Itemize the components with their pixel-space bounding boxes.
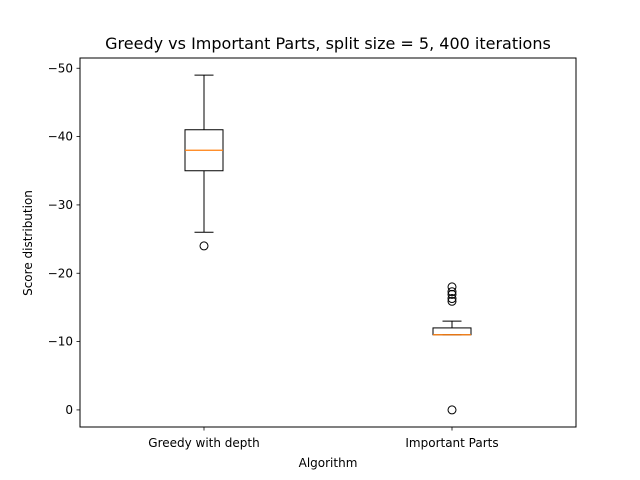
plot-area: −50 −40 −30 −20 −10 0 Greedy with depth Importa… xyxy=(48,61,499,450)
y-tick-label: −10 xyxy=(48,335,73,349)
y-tick-label: −20 xyxy=(48,266,73,280)
x-tick-label: Greedy with depth xyxy=(148,436,259,450)
y-tick-label: −50 xyxy=(48,61,73,75)
x-tick-label: Important Parts xyxy=(405,436,498,450)
outlier-point xyxy=(447,287,457,297)
axes-frame xyxy=(79,57,577,428)
chart-title: Greedy vs Important Parts, split size = … xyxy=(105,34,551,53)
outlier-point xyxy=(447,296,457,306)
y-axis-label: Score distribution xyxy=(21,190,35,296)
outlier-point xyxy=(447,294,457,304)
y-tick-label: −30 xyxy=(48,198,73,212)
y-tick-label: −40 xyxy=(48,130,73,144)
y-tick-label: 0 xyxy=(65,403,73,417)
outlier-point xyxy=(447,405,457,415)
outlier-point xyxy=(199,241,209,251)
outlier-point xyxy=(447,289,457,299)
x-axis-label: Algorithm xyxy=(299,456,358,470)
